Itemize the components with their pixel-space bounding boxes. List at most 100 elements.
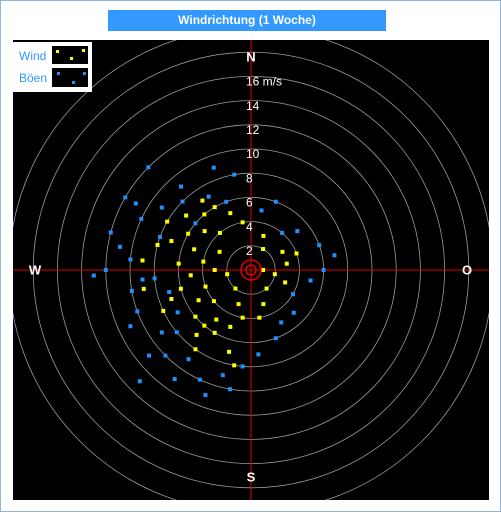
data-point [212,205,217,210]
title-bar [108,10,386,31]
data-point [236,302,241,307]
data-point [212,268,217,272]
swatch-dot [57,72,60,75]
data-point [211,299,216,304]
legend: Wind Böen [13,42,92,92]
data-point [211,165,216,170]
swatch-dot [82,49,85,52]
data-point [224,199,229,204]
data-point [147,353,152,358]
swatch-dot [83,72,86,75]
data-point [167,289,172,294]
data-point [280,230,285,235]
data-point [261,302,266,307]
data-point [228,211,233,216]
data-point [240,220,245,225]
data-point [197,377,202,382]
swatch-dot [72,81,75,84]
data-point [217,230,222,235]
swatch-dot [70,57,73,60]
data-point [169,239,174,244]
data-point [294,251,299,256]
data-point [158,234,163,239]
data-point [227,387,232,392]
data-point [188,273,193,278]
data-point [227,349,232,354]
r-tick-label: 14 [246,99,260,113]
data-point [174,330,179,335]
data-point [139,216,144,221]
data-point [186,357,191,362]
data-point [179,184,184,189]
compass-label: S [247,469,256,484]
data-point [232,363,237,368]
data-point [133,201,138,206]
data-point [228,324,233,329]
data-point [196,298,201,303]
data-point [257,315,262,320]
data-point [284,261,289,266]
r-tick-label: 10 [246,147,260,161]
data-point [261,268,266,272]
data-point [283,280,288,285]
plot: 2 4 6 8 10 12 14 16 m/s [13,40,489,500]
r-tick-label: 4 [246,220,253,234]
data-point [264,286,269,291]
data-point [140,277,145,282]
data-point [256,352,261,357]
data-point [220,373,225,378]
data-point [295,229,300,234]
data-point [200,198,205,203]
data-point [273,336,278,341]
r-tick-label: 6 [246,196,253,210]
data-point [308,278,313,283]
data-point [172,377,177,382]
data-point [169,296,174,301]
data-point [176,261,181,266]
data-point [103,268,108,272]
data-point [184,213,189,218]
data-point [140,258,145,263]
data-point [240,364,245,369]
r-tick-label: 16 m/s [246,75,282,89]
data-point [272,272,277,277]
data-point [202,229,207,234]
data-point [225,272,230,277]
data-point [202,323,207,328]
data-point [152,276,157,281]
data-point [261,233,266,238]
swatch-dot [56,50,59,53]
data-point [332,253,337,258]
data-point [137,379,142,384]
data-point [193,221,198,226]
data-point [123,195,128,200]
data-point [214,317,219,322]
data-point [155,242,160,247]
data-point [194,332,199,337]
data-point [129,289,134,294]
data-point [201,259,206,264]
compass-label: O [462,262,472,277]
data-point [273,199,278,204]
data-point [279,320,284,325]
data-point [240,315,245,320]
data-point [165,219,170,224]
data-point [186,231,191,236]
data-point [192,247,197,252]
data-point [232,172,237,177]
data-point [135,309,140,314]
data-point [180,199,185,204]
data-point [317,243,322,248]
legend-label: Wind [19,49,46,63]
data-point [280,249,285,254]
data-point [117,244,122,249]
r-tick-label: 12 [246,123,260,137]
center-marker [240,259,262,281]
compass-label: W [29,262,42,277]
r-tick-label: 2 [246,244,253,258]
data-point [91,273,96,278]
data-point [291,310,296,315]
data-point [175,310,180,315]
data-point [159,330,164,335]
